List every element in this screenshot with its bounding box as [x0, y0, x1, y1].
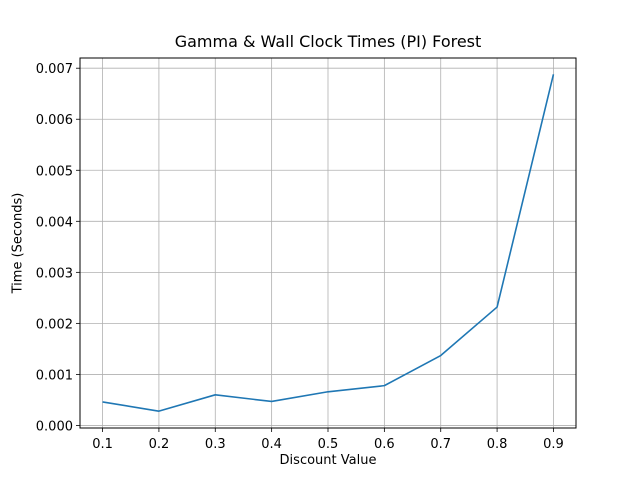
y-tick-label: 0.004 — [36, 215, 73, 230]
x-tick-label: 0.1 — [92, 437, 113, 452]
grid-lines — [80, 58, 576, 428]
axes-frame — [79, 57, 577, 429]
y-tick-label: 0.001 — [36, 368, 73, 383]
x-tick-label: 0.3 — [205, 437, 226, 452]
x-tick-label: 0.8 — [487, 437, 508, 452]
y-tick-label: 0.000 — [36, 419, 73, 434]
y-tick-label: 0.006 — [36, 113, 73, 128]
x-tick-label: 0.4 — [261, 437, 282, 452]
y-tick-label: 0.002 — [36, 317, 73, 332]
y-axis-label: Time (Seconds) — [10, 192, 26, 294]
y-tick-label: 0.003 — [36, 266, 73, 281]
y-tick-label: 0.007 — [36, 62, 73, 77]
axis-ticks: 0.1 0.2 0.3 0.4 0.5 0.6 0.7 0.8 0.9 0.000 0.001 0.0… — [36, 62, 564, 452]
x-tick-label: 0.7 — [430, 437, 451, 452]
x-tick-label: 0.5 — [318, 437, 339, 452]
chart-title: Gamma & Wall Clock Times (PI) Forest — [174, 32, 482, 51]
x-axis-label: Discount Value — [279, 453, 377, 468]
x-tick-label: 0.2 — [149, 437, 170, 452]
x-tick-label: 0.6 — [374, 437, 395, 452]
series-lines — [102, 74, 555, 412]
x-tick-label: 0.9 — [543, 437, 564, 452]
series-line — [102, 74, 555, 412]
y-tick-label: 0.005 — [36, 164, 73, 179]
